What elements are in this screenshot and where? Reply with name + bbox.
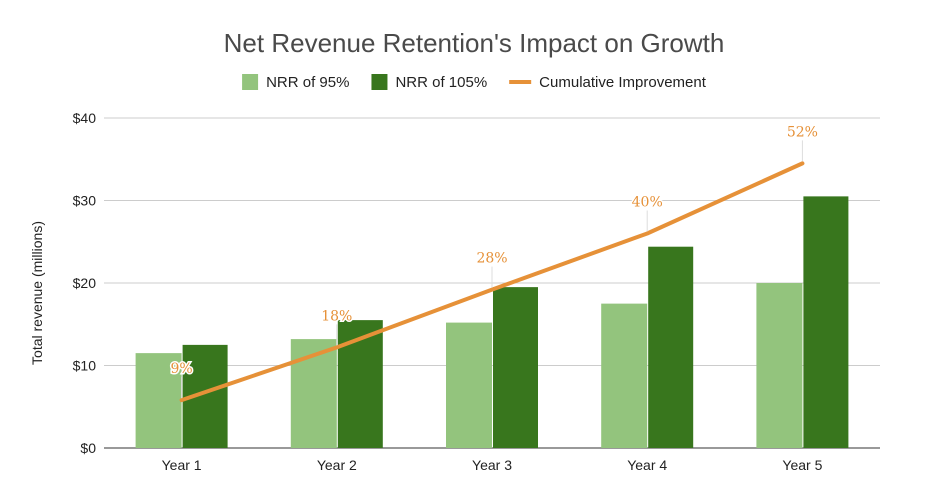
legend: NRR of 95% NRR of 105% Cumulative Improvem… [242, 74, 707, 91]
legend-swatch [242, 74, 259, 90]
y-tick-label: $40 [73, 110, 97, 126]
y-axis-ticks: $0 $10 $20 $30 $40 [73, 110, 97, 456]
x-tick-label: Year 4 [627, 457, 667, 473]
legend-label: NRR of 105% [395, 74, 487, 91]
cumulative-line [179, 161, 805, 403]
x-axis-ticks: Year 1 Year 2 Year 3 Year 4 Year 5 [162, 457, 823, 473]
cumulative-improvement-line [179, 161, 805, 403]
bar-nrr-of-95--1 [135, 353, 182, 448]
x-tick-label: Year 5 [782, 457, 822, 473]
y-tick-label: $0 [80, 440, 96, 456]
x-tick-label: Year 2 [317, 457, 357, 473]
bar-nrr-of-95--4 [601, 303, 648, 448]
legend-label: NRR of 95% [266, 74, 349, 91]
x-tick-label: Year 1 [162, 457, 202, 473]
legend-item: NRR of 105% [371, 74, 487, 91]
line-annotations: 9% 18% 28% 40% 52% [169, 123, 819, 399]
y-tick-label: $20 [73, 275, 97, 291]
chart-title: Net Revenue Retention's Impact on Growth [224, 28, 725, 58]
cumulative-improvement-label: 40% [632, 195, 663, 211]
y-tick-label: $30 [73, 193, 97, 209]
cumulative-improvement-label: 18% [321, 308, 352, 324]
cumulative-improvement-label: 9% [170, 361, 192, 377]
bar-nrr-of-95--3 [446, 322, 492, 448]
bar-nrr-of-105--5 [803, 196, 849, 448]
bars [135, 196, 849, 448]
bar-nrr-of-105--4 [648, 246, 694, 448]
legend-label: Cumulative Improvement [539, 74, 707, 91]
bar-nrr-of-105--3 [493, 287, 538, 448]
y-tick-label: $10 [73, 358, 97, 374]
legend-swatch [371, 74, 388, 90]
bar-nrr-of-105--2 [337, 320, 383, 448]
legend-item: NRR of 95% [242, 74, 349, 91]
cumulative-improvement-label: 28% [476, 251, 507, 267]
legend-item: Cumulative Improvement [509, 74, 707, 91]
cumulative-improvement-label: 52% [787, 124, 818, 140]
bar-nrr-of-95--5 [756, 283, 803, 448]
y-axis-label: Total revenue (millions) [29, 221, 45, 365]
x-tick-label: Year 3 [472, 457, 512, 473]
